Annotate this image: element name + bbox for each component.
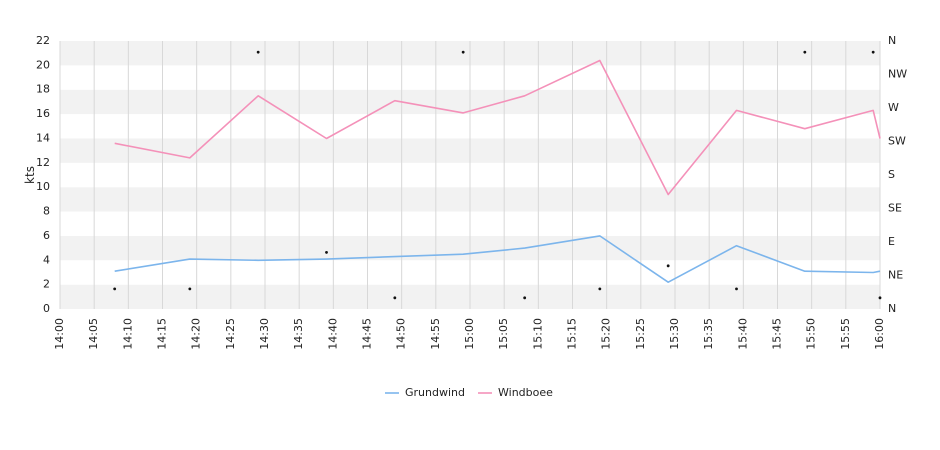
direction-tick-label: N	[888, 34, 896, 47]
direction-tick-label: W	[888, 101, 899, 114]
direction-point	[523, 296, 527, 300]
y-tick-label: 6	[43, 229, 50, 242]
x-tick-label: 15:50	[805, 318, 818, 350]
direction-tick-label: S	[888, 168, 895, 181]
x-tick-label: 14:30	[258, 318, 271, 350]
legend: Grundwind Windboee	[385, 386, 553, 399]
x-tick-label: 14:10	[121, 318, 134, 350]
x-tick-label: 14:35	[292, 318, 305, 350]
y-axis-title: kts	[23, 166, 37, 184]
series-line-grundwind	[114, 235, 881, 284]
legend-label[interactable]: Grundwind	[405, 386, 465, 399]
y-tick-label: 2	[43, 278, 50, 291]
x-tick-label: 15:30	[668, 318, 681, 350]
direction-point	[188, 287, 192, 291]
direction-point	[598, 287, 602, 291]
x-tick-label: 14:05	[87, 318, 100, 350]
x-tick-label: 14:55	[429, 318, 442, 350]
y-tick-label: 0	[43, 302, 50, 315]
y-axis-ticks: 0 2 4 6 8 10 12 14 16 18 20 22	[36, 34, 50, 315]
x-tick-label: 14:45	[361, 318, 374, 350]
direction-point	[461, 50, 465, 54]
x-tick-label: 15:10	[531, 318, 544, 350]
direction-point	[256, 50, 260, 54]
y-tick-label: 10	[36, 180, 50, 193]
direction-point	[878, 296, 882, 300]
direction-point	[803, 50, 807, 54]
x-tick-label: 15:15	[566, 318, 579, 350]
x-tick-label: 14:50	[395, 318, 408, 350]
y-tick-label: 18	[36, 83, 50, 96]
direction-tick-label: E	[888, 235, 895, 248]
x-tick-label: 16:00	[873, 318, 886, 350]
x-tick-label: 15:45	[771, 318, 784, 350]
x-tick-label: 14:15	[156, 318, 169, 350]
direction-point	[735, 287, 738, 291]
y-tick-label: 8	[43, 205, 50, 218]
direction-axis-ticks: N NE E SE S SW W NW N	[888, 34, 907, 315]
series-layer	[114, 59, 881, 284]
x-tick-label: 14:20	[190, 318, 203, 350]
y-tick-label: 14	[36, 131, 50, 144]
x-tick-label: 14:40	[326, 318, 339, 350]
x-tick-label: 15:05	[497, 318, 510, 350]
x-tick-label: 15:55	[839, 318, 852, 350]
y-tick-label: 4	[43, 253, 50, 266]
x-tick-label: 15:20	[600, 318, 613, 350]
y-tick-label: 16	[36, 107, 50, 120]
series-line-windboee	[114, 59, 881, 196]
direction-point	[871, 50, 875, 54]
direction-tick-label: SE	[888, 202, 902, 215]
y-tick-label: 12	[36, 156, 50, 169]
x-axis-ticks: 14:00 14:05 14:10 14:15 14:20 14:25 14:30 14:35…	[53, 318, 886, 350]
direction-point	[666, 264, 670, 268]
direction-point	[113, 287, 117, 291]
direction-tick-label: SW	[888, 135, 906, 148]
x-tick-label: 14:25	[224, 318, 237, 350]
y-tick-label: 20	[36, 58, 50, 71]
direction-point	[393, 296, 397, 300]
direction-tick-label: N	[888, 302, 896, 315]
direction-tick-label: NE	[888, 269, 903, 282]
x-tick-label: 15:00	[463, 318, 476, 350]
direction-tick-label: NW	[888, 68, 907, 81]
direction-points	[113, 50, 882, 300]
x-tick-label: 14:00	[53, 318, 66, 350]
direction-point	[325, 251, 328, 254]
y-tick-label: 22	[36, 34, 50, 47]
x-tick-label: 15:40	[736, 318, 749, 350]
x-tick-label: 15:25	[634, 318, 647, 350]
vertical-gridlines	[59, 41, 881, 309]
x-tick-label: 15:35	[702, 318, 715, 350]
legend-label[interactable]: Windboee	[498, 386, 553, 399]
